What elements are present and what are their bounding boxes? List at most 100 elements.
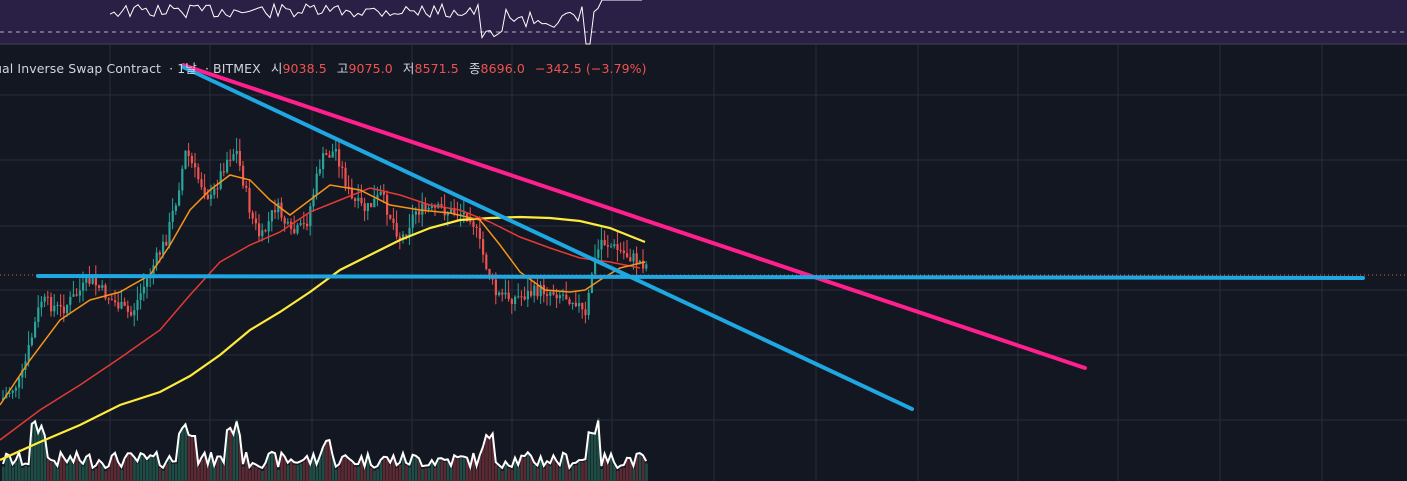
volume-bar xyxy=(376,468,379,481)
volume-bar xyxy=(360,457,363,481)
candle-body xyxy=(498,292,501,296)
candle-body xyxy=(408,227,411,236)
volume-bar xyxy=(386,459,389,481)
candle-body xyxy=(571,302,574,305)
candle-body xyxy=(139,293,142,301)
candle-body xyxy=(613,244,616,247)
candle-body xyxy=(373,198,376,208)
volume-bar xyxy=(280,453,283,481)
volume-bar xyxy=(8,456,11,481)
volume-bar xyxy=(536,468,539,481)
volume-bar xyxy=(347,460,351,481)
volume-bar xyxy=(18,453,21,481)
volume-bar xyxy=(82,466,85,481)
volume-bar xyxy=(203,453,207,481)
symbol-legend: ual Inverse Swap Contract · 1날 · BITMEX 시9… xyxy=(0,58,647,77)
volume-bar xyxy=(344,456,347,481)
candle-body xyxy=(590,273,593,293)
volume-bar xyxy=(91,470,95,481)
candle-body xyxy=(424,203,427,210)
candle-body xyxy=(446,212,449,216)
volume-bar xyxy=(334,469,338,481)
volume-bar xyxy=(350,462,354,481)
volume-bar xyxy=(542,468,546,481)
candle-body xyxy=(283,217,286,224)
volume-bar xyxy=(642,456,645,481)
low-label: 저 xyxy=(402,61,415,76)
volume-bar xyxy=(565,456,568,481)
volume-bar xyxy=(312,455,315,481)
candle-body xyxy=(94,276,97,286)
candle-body xyxy=(37,307,40,322)
volume-bar xyxy=(581,462,584,481)
candle-body xyxy=(114,300,117,303)
candle-body xyxy=(222,171,225,173)
volume-bar xyxy=(552,456,555,481)
ma-fast-line xyxy=(0,174,646,406)
candle-body xyxy=(632,253,635,262)
volume-bar xyxy=(475,468,479,481)
trendline-resistance[interactable] xyxy=(181,63,1087,370)
volume-bar xyxy=(622,467,626,481)
candle-body xyxy=(210,194,213,199)
candle-body xyxy=(312,194,315,207)
candle-body xyxy=(642,260,645,269)
trendline-support[interactable] xyxy=(181,65,914,411)
open-value: 9038.5 xyxy=(282,61,327,76)
candle-body xyxy=(597,249,600,258)
candle-body xyxy=(357,197,360,201)
candle-body xyxy=(219,171,222,189)
candle-body xyxy=(526,291,529,300)
candle-body xyxy=(405,234,408,236)
volume-bar xyxy=(296,465,299,481)
candle-body xyxy=(392,218,395,223)
volume-bar xyxy=(450,468,453,481)
volume-bar xyxy=(424,468,427,481)
volume-bar xyxy=(69,457,72,481)
candle-body xyxy=(85,278,88,283)
ma-mid-line xyxy=(0,187,641,441)
volume-bar xyxy=(242,466,245,481)
candle-body xyxy=(59,304,62,307)
volume-bar xyxy=(238,434,242,481)
volume-bar xyxy=(286,465,290,481)
candle-body xyxy=(254,218,257,224)
volume-bar xyxy=(104,470,107,481)
candle-body xyxy=(386,194,389,215)
volume-bar xyxy=(523,457,527,481)
volume-bar xyxy=(283,458,287,481)
volume-bar xyxy=(562,454,565,481)
volume-bar xyxy=(574,465,578,481)
volume-bar xyxy=(482,447,485,481)
volume-bar xyxy=(514,459,517,481)
volume-bar xyxy=(373,470,376,481)
candle-body xyxy=(414,211,417,215)
volume-bar xyxy=(258,469,261,481)
symbol-title: ual Inverse Swap Contract xyxy=(0,61,162,76)
candle-body xyxy=(155,252,158,266)
volume-bar xyxy=(123,460,127,481)
candle-body xyxy=(395,222,398,237)
volume-bar xyxy=(309,466,312,481)
candle-body xyxy=(18,377,21,388)
volume-bar xyxy=(251,465,255,481)
volume-bar xyxy=(210,453,213,481)
candle-body xyxy=(165,241,168,246)
candle-body xyxy=(469,221,472,223)
volume-bar xyxy=(56,468,59,481)
volume-bar xyxy=(142,456,146,481)
candle-body xyxy=(53,305,56,312)
volume-bar xyxy=(587,431,591,481)
interval-label: 1날 xyxy=(177,61,197,76)
candle-body xyxy=(110,299,113,301)
horizontal-level-line[interactable] xyxy=(36,274,1365,280)
volume-bar xyxy=(187,434,191,481)
candle-body xyxy=(184,150,187,169)
volume-ma-line xyxy=(2,419,648,471)
volume-bar xyxy=(114,454,117,481)
candle-body xyxy=(226,159,229,173)
volume-bar xyxy=(14,462,18,481)
candle-body xyxy=(178,190,181,206)
volume-bar xyxy=(120,469,123,481)
